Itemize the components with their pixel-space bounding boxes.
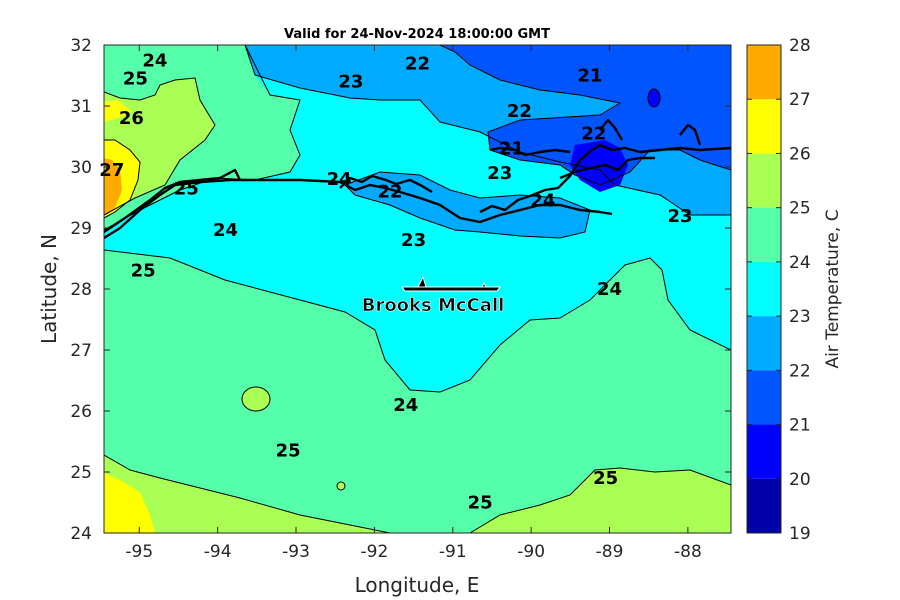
contour-label: 22 [581,123,606,144]
coastline [104,118,731,240]
y-tick-label: 30 [70,158,92,178]
colorbar-band [747,207,781,262]
colorbar-band [747,424,781,479]
contour-label: 25 [593,468,618,489]
x-axis-ticks: -95 -94 -93 -92 -91 -90 -89 -88 [125,45,702,562]
x-axis-label: Longitude, E [355,573,480,597]
x-tick-label: -94 [204,542,232,562]
colorbar-tick-label: 19 [789,524,811,544]
contour-label: 25 [468,493,493,514]
map-title: Valid for 24-Nov-2024 18:00:00 GMT [284,27,550,42]
colorbar-label: Air Temperature, C [823,209,843,368]
colorbar-tick-label: 28 [789,36,811,56]
contour-label: 22 [405,53,430,74]
colorbar-tick-label: 27 [789,90,811,110]
colorbar-band [747,370,781,425]
colorbar-band [747,478,781,533]
colorbar-band [747,261,781,317]
colorbar-tick-label: 21 [789,416,811,436]
contour-label: 24 [327,169,352,190]
y-tick-label: 32 [70,36,92,56]
contour-label: 25 [123,69,148,90]
contour-labels: 2425262725242523222122242223212322242324… [99,50,692,513]
x-tick-label: -91 [439,542,467,562]
contour-label: 22 [378,181,403,202]
contour-label: 26 [119,108,144,129]
x-tick-label: -88 [674,542,702,562]
colorbar-band [747,99,781,154]
temperature-field [104,45,731,533]
colorbar-band [747,153,781,208]
y-tick-label: 24 [70,524,92,544]
contour-label: 21 [577,66,602,87]
colorbar-tick-label: 23 [789,307,811,327]
colorbar-tick-label: 24 [789,253,811,273]
x-tick-label: -95 [125,542,153,562]
x-tick-label: -89 [596,542,624,562]
y-tick-label: 29 [70,219,92,239]
colorbar-band [747,316,781,371]
contour-label: 27 [99,160,124,181]
ship-label: Brooks McCall [362,295,505,316]
colorbar-band [747,45,781,100]
contour-lines [104,45,731,533]
y-axis-label: Latitude, N [37,234,61,344]
contour-label: 25 [174,178,199,199]
colorbar-tick-label: 25 [789,199,811,219]
x-tick-label: -93 [282,542,310,562]
contour-label: 24 [530,191,555,212]
y-tick-label: 28 [70,280,92,300]
x-tick-label: -92 [361,542,389,562]
colorbar-tick-label: 20 [789,470,811,490]
contour-label: 22 [507,101,532,122]
ship-marker: Brooks McCall [361,275,505,316]
colorbar-tick-label: 22 [789,361,811,381]
contour-label: 23 [668,206,693,227]
contour-label: 24 [142,50,167,71]
contour-label: 24 [393,395,418,416]
y-tick-label: 31 [70,97,92,117]
contour-label: 25 [276,441,301,462]
colorbar-frame [746,44,782,534]
contour-label: 25 [131,261,156,282]
colorbar: 19 20 21 22 23 24 25 26 27 28 [747,36,811,544]
y-tick-label: 27 [70,341,92,361]
contour-label: 24 [597,279,622,300]
x-tick-label: -90 [517,542,545,562]
contour-label: 23 [401,230,426,251]
contour-label: 24 [213,220,238,241]
ship-icon [401,275,501,292]
y-tick-label: 26 [70,402,92,422]
contour-label: 23 [487,163,512,184]
y-tick-label: 25 [70,463,92,483]
colorbar-tick-label: 26 [789,144,811,164]
contour-label: 23 [338,72,363,93]
contour-label: 21 [499,139,524,160]
